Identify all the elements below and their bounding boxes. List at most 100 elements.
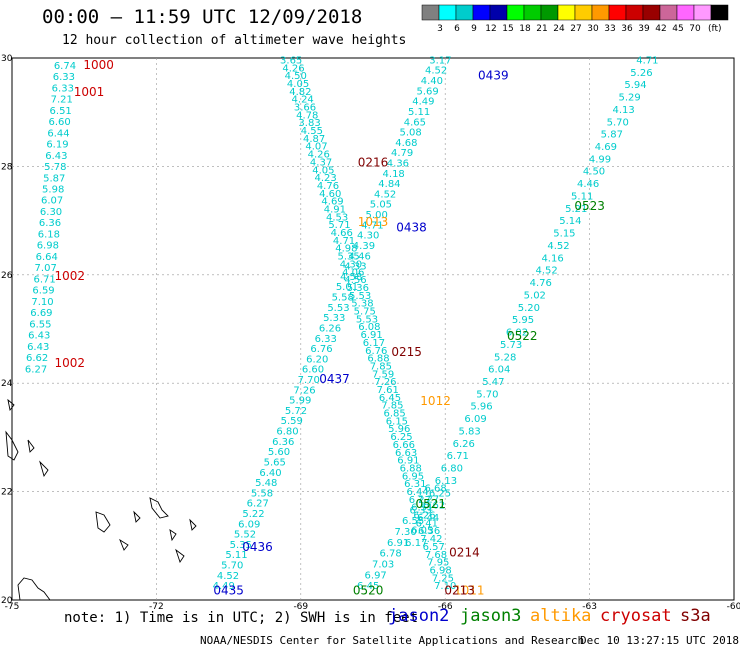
swh-value: 5.95: [512, 315, 534, 326]
swh-value: 7.07: [35, 263, 57, 274]
pass-time-label: 0215: [391, 345, 422, 359]
swh-value: 4.65: [404, 117, 426, 128]
swh-value: 6.26: [319, 323, 341, 334]
coastline: [7, 398, 15, 412]
swh-value: 7.95: [427, 558, 449, 569]
swh-value: 6.44: [406, 487, 428, 498]
swh-value: 6.41: [416, 518, 438, 529]
legend-jason3: jason3: [460, 606, 522, 626]
lon-tick-label: -60: [727, 602, 740, 610]
colorbar-label: 27: [570, 24, 581, 34]
swh-value: 3.65: [280, 55, 302, 66]
swh-value: 5.96: [388, 424, 410, 435]
swh-value: 6.07: [41, 196, 63, 207]
swh-value: 5.00: [366, 210, 388, 221]
pass-time-label: 1011: [454, 584, 485, 598]
swh-value: 6.69: [30, 308, 52, 319]
colorbar-label: 24: [553, 24, 565, 34]
swh-value: 7.59: [372, 369, 394, 380]
swh-value: 7.85: [370, 361, 392, 372]
swh-value: 7.25: [432, 573, 454, 584]
swh-value: 6.85: [383, 409, 405, 420]
swh-value: 5.05: [370, 200, 392, 211]
swh-value: 5.11: [408, 107, 430, 118]
pass-time-label: 0216: [358, 155, 389, 169]
swh-value: 5.26: [630, 68, 652, 79]
swh-value: 7.26: [293, 385, 315, 396]
lon-tick-label: -72: [149, 602, 164, 610]
swh-value: 5.78: [44, 162, 66, 173]
swh-value: 6.88: [400, 463, 422, 474]
swh-value: 5.02: [524, 290, 546, 301]
pass-time-label: 1000: [83, 58, 114, 72]
swh-value: 4.78: [296, 110, 318, 121]
swh-value: 5.47: [482, 377, 504, 388]
swh-value: 4.87: [303, 134, 325, 145]
colorbar-label: 15: [502, 24, 513, 34]
pass-time-label: 0436: [242, 540, 273, 554]
swh-value: 7.85: [381, 401, 403, 412]
swh-value: 6.76: [310, 344, 332, 355]
swh-value: 6.36: [39, 218, 61, 229]
swh-value: 6.25: [390, 432, 412, 443]
swh-value: 6.88: [367, 354, 389, 365]
swh-value: 6.36: [418, 526, 440, 537]
swh-value: 6.74: [54, 61, 76, 72]
lat-tick-label: 20: [1, 596, 13, 606]
swh-value: 6.36: [272, 437, 294, 448]
colorbar-label: 6: [454, 24, 460, 34]
swh-value: 5.96: [470, 402, 492, 413]
swh-value: 6.95: [402, 471, 424, 482]
swh-value: 5.75: [354, 307, 376, 318]
swh-value: 5.52: [234, 530, 256, 541]
swh-value: 4.37: [310, 157, 332, 168]
pass-time-label: 0520: [353, 584, 384, 598]
swh-value: 4.24: [292, 95, 314, 106]
coastline: [39, 460, 49, 478]
swh-value: 4.30: [340, 259, 362, 270]
swh-value: 5.53: [327, 303, 349, 314]
swh-value: 4.52: [217, 571, 239, 582]
swh-value: 6.17: [363, 338, 385, 349]
swh-value: 5.35: [230, 540, 252, 551]
swh-value: 4.76: [530, 278, 552, 289]
pass-time-label: 0522: [507, 329, 538, 343]
swh-value: 6.44: [417, 513, 439, 524]
swh-value: 4.26: [308, 150, 330, 161]
swh-value: 4.05: [312, 165, 334, 176]
lon-tick-label: -69: [293, 602, 308, 610]
swh-value: 5.70: [607, 117, 629, 128]
swh-value: 7.30: [394, 527, 416, 538]
altimeter-map: -75 -72 -69 -66 -63 -602022242628306.746.336.…: [1, 54, 740, 610]
coastline: [189, 518, 197, 531]
units-note: note: 1) Time is in UTC; 2) SWH is in fe…: [64, 610, 419, 626]
coastline: [27, 439, 35, 453]
pass-time-label: 1002: [54, 356, 85, 370]
swh-value: 5.73: [500, 340, 522, 351]
swh-value: 6.13: [435, 476, 457, 487]
swh-value: 5.83: [459, 426, 481, 437]
map-title: 00:00 – 11:59 UTC 12/09/2018: [42, 6, 363, 28]
swh-value: 6.55: [402, 516, 424, 527]
colorbar-label: 18: [519, 24, 531, 34]
swh-value: 6.51: [411, 503, 433, 514]
swh-value: 5.65: [264, 457, 286, 468]
swh-value: 6.62: [26, 353, 48, 364]
footer-timestamp: Dec 10 13:27:15 UTC 2018: [580, 634, 739, 647]
swh-value: 7.10: [434, 581, 456, 592]
swh-value: 7.03: [372, 559, 394, 570]
swh-value: 4.79: [391, 148, 413, 159]
pass-time-label: 1001: [74, 85, 105, 99]
legend-jason2: jason2: [388, 606, 450, 626]
lon-tick-label: -66: [438, 602, 453, 610]
swh-value: 7.10: [31, 297, 53, 308]
swh-value: 3.66: [294, 103, 316, 114]
swh-value: 5.36: [347, 283, 369, 294]
swh-value: 5.70: [476, 389, 498, 400]
pass-time-label: 0435: [213, 584, 244, 598]
colorbar-unit: (ft): [708, 24, 722, 34]
swh-value: 5.01: [336, 282, 358, 293]
swh-value: 6.45: [379, 393, 401, 404]
swh-value: 5.20: [518, 303, 540, 314]
swh-value: 4.16: [541, 253, 563, 264]
